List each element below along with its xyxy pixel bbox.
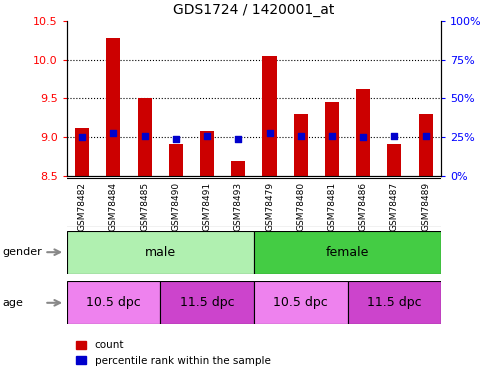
- Bar: [254, 281, 348, 324]
- Text: GSM78484: GSM78484: [109, 182, 118, 231]
- Text: 10.5 dpc: 10.5 dpc: [86, 296, 141, 309]
- Point: [172, 136, 180, 142]
- Bar: [387, 144, 401, 176]
- Text: GSM78481: GSM78481: [327, 182, 336, 231]
- Point: [203, 133, 211, 139]
- Bar: [169, 144, 183, 176]
- Bar: [67, 281, 160, 324]
- Title: GDS1724 / 1420001_at: GDS1724 / 1420001_at: [173, 3, 335, 17]
- Bar: [231, 161, 246, 176]
- Text: GSM78491: GSM78491: [203, 182, 211, 231]
- Bar: [160, 281, 254, 324]
- Point: [78, 134, 86, 140]
- Text: GSM78480: GSM78480: [296, 182, 305, 231]
- Bar: [254, 231, 441, 274]
- Text: GSM78482: GSM78482: [78, 182, 87, 231]
- Bar: [75, 128, 89, 176]
- Point: [109, 130, 117, 136]
- Text: GSM78487: GSM78487: [390, 182, 399, 231]
- Bar: [294, 114, 308, 176]
- Text: male: male: [144, 246, 176, 259]
- Legend: count, percentile rank within the sample: count, percentile rank within the sample: [72, 336, 275, 370]
- Bar: [200, 131, 214, 176]
- Bar: [419, 114, 433, 176]
- Bar: [67, 231, 254, 274]
- Text: GSM78485: GSM78485: [140, 182, 149, 231]
- Point: [234, 136, 242, 142]
- Text: 11.5 dpc: 11.5 dpc: [180, 296, 234, 309]
- Text: GSM78486: GSM78486: [359, 182, 368, 231]
- Text: 10.5 dpc: 10.5 dpc: [273, 296, 328, 309]
- Text: GSM78493: GSM78493: [234, 182, 243, 231]
- Text: age: age: [2, 298, 23, 308]
- Text: GSM78479: GSM78479: [265, 182, 274, 231]
- Point: [390, 133, 398, 139]
- Bar: [106, 38, 120, 176]
- Bar: [348, 281, 441, 324]
- Text: GSM78489: GSM78489: [421, 182, 430, 231]
- Point: [297, 133, 305, 139]
- Point: [422, 133, 429, 139]
- Bar: [325, 102, 339, 176]
- Text: gender: gender: [2, 247, 42, 257]
- Point: [328, 133, 336, 139]
- Point: [359, 134, 367, 140]
- Text: GSM78490: GSM78490: [172, 182, 180, 231]
- Bar: [138, 99, 152, 176]
- Text: 11.5 dpc: 11.5 dpc: [367, 296, 422, 309]
- Bar: [356, 89, 370, 176]
- Point: [141, 133, 148, 139]
- Point: [266, 130, 274, 136]
- Bar: [262, 56, 277, 176]
- Text: female: female: [326, 246, 369, 259]
